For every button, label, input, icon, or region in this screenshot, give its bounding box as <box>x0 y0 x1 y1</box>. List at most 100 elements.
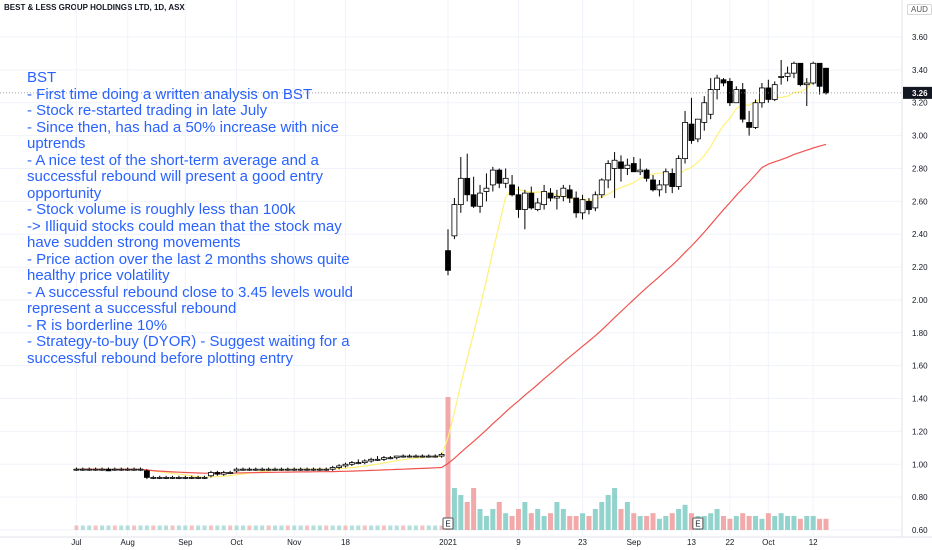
candle-body <box>784 72 791 77</box>
candle-body <box>432 455 439 458</box>
candle-body <box>355 462 362 465</box>
candle-body <box>233 468 240 472</box>
x-tick-label: 22 <box>725 538 734 547</box>
volume-bar <box>765 513 771 530</box>
candle-body <box>342 463 349 467</box>
candle-body <box>265 468 272 471</box>
volume-bar <box>401 525 406 530</box>
candle-body <box>489 169 496 186</box>
volume-bar <box>515 509 521 530</box>
candle-body <box>470 194 477 207</box>
candle-body <box>425 455 432 458</box>
annotation-line: successful rebound will present a good e… <box>27 168 324 185</box>
candle-body <box>560 187 567 197</box>
candle-body <box>707 89 714 115</box>
annotation-line: successful rebound before plotting entry <box>27 349 293 367</box>
volume-bar <box>791 516 797 530</box>
candle-body <box>515 194 522 210</box>
candle-body <box>803 82 810 86</box>
volume-bar <box>260 525 265 530</box>
volume-bar <box>733 516 739 530</box>
volume-bar <box>778 513 784 530</box>
volume-bar <box>112 525 117 530</box>
volume-bar <box>503 513 509 530</box>
volume-bar <box>580 513 586 530</box>
volume-bar <box>279 525 284 530</box>
volume-bar <box>471 488 477 530</box>
y-tick-label: 3.20 <box>912 99 928 108</box>
candle-body <box>240 468 246 471</box>
annotation-line: BST <box>27 69 57 86</box>
candle-body <box>688 123 695 141</box>
volume-bar <box>714 509 720 530</box>
annotation-line: opportunity <box>27 184 102 202</box>
candle-body <box>92 468 99 471</box>
candle-body <box>336 465 342 468</box>
candle-body <box>214 472 221 475</box>
volume-bar <box>196 525 201 530</box>
candle-body <box>368 458 375 462</box>
volume-bar <box>433 525 438 530</box>
volume-bar <box>202 525 207 530</box>
volume-bar <box>208 525 213 530</box>
y-tick-label: 0.80 <box>912 493 928 502</box>
annotation-line: -> Illiquid stocks could mean that the s… <box>27 217 342 235</box>
volume-bar <box>74 525 79 530</box>
x-tick-label: 2021 <box>439 538 457 547</box>
volume-bar <box>688 513 694 530</box>
volume-bar <box>637 516 643 530</box>
volume-bar <box>349 525 354 530</box>
candle-body <box>566 189 573 199</box>
y-tick-label: 2.80 <box>912 164 928 173</box>
volume-bar <box>176 525 181 530</box>
y-tick-label: 3.40 <box>912 66 928 75</box>
candle-body <box>195 477 202 479</box>
volume-bar <box>164 525 169 530</box>
candle-body <box>438 454 445 457</box>
event-marker <box>692 517 704 530</box>
candle-body <box>797 62 804 86</box>
candle-body <box>752 102 759 128</box>
candle-body <box>791 62 797 74</box>
x-tick-label: 23 <box>578 538 587 547</box>
candle-body <box>137 468 144 471</box>
candle-body <box>143 470 150 478</box>
volume-bar <box>311 525 316 530</box>
last-price-tag <box>903 86 932 99</box>
volume-bar <box>573 516 579 530</box>
candle-body <box>246 468 253 471</box>
x-tick-label: 13 <box>687 538 696 547</box>
candle-body <box>79 468 86 471</box>
candle-body <box>291 468 298 471</box>
volume-bar <box>420 525 425 530</box>
candle-body <box>406 455 413 458</box>
candle-body <box>496 169 503 184</box>
volume-bar <box>80 525 85 530</box>
candle-body <box>176 477 182 479</box>
currency-badge[interactable]: AUD <box>907 4 932 15</box>
volume-bar <box>708 513 714 530</box>
candle-body <box>823 67 829 94</box>
analysis-annotation[interactable]: BST - First time doing a written analysis… <box>27 69 407 367</box>
candle-body <box>771 84 778 100</box>
volume-bar <box>330 525 335 530</box>
annotation-line: healthy price volatility <box>27 267 170 284</box>
annotation-line: - Stock re-started trading in late July <box>27 102 268 119</box>
candle-body <box>547 192 554 199</box>
candle-body <box>675 158 682 187</box>
volume-bar <box>369 525 374 530</box>
volume-bar <box>151 525 156 530</box>
volume-bar <box>592 509 598 530</box>
annotation-line: - A nice test of the short-term average … <box>27 151 319 169</box>
y-tick-label: 2.40 <box>912 230 928 239</box>
volume-bar <box>490 509 496 530</box>
volume-bar <box>388 525 393 530</box>
candle-body <box>86 468 93 471</box>
candle-body <box>554 196 560 199</box>
candle-body <box>573 197 580 214</box>
candle-body <box>316 468 323 471</box>
volume-bar <box>599 502 605 530</box>
volume-bar <box>656 518 662 530</box>
volume-bar <box>234 525 239 530</box>
